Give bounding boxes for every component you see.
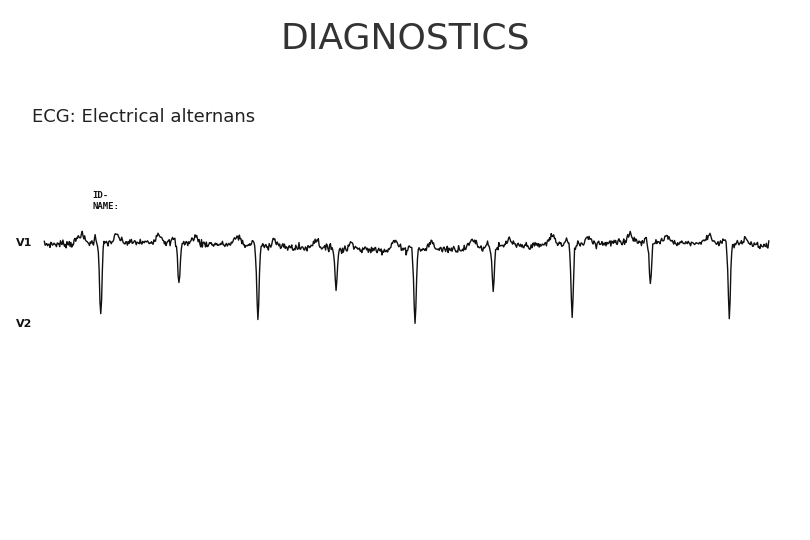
Text: V1: V1 [16,238,32,247]
Text: NAME:: NAME: [92,202,120,211]
Text: V2: V2 [16,319,32,328]
Text: ECG: Electrical alternans: ECG: Electrical alternans [32,108,255,126]
Text: ID-: ID- [92,191,109,200]
Text: DIAGNOSTICS: DIAGNOSTICS [280,22,530,56]
